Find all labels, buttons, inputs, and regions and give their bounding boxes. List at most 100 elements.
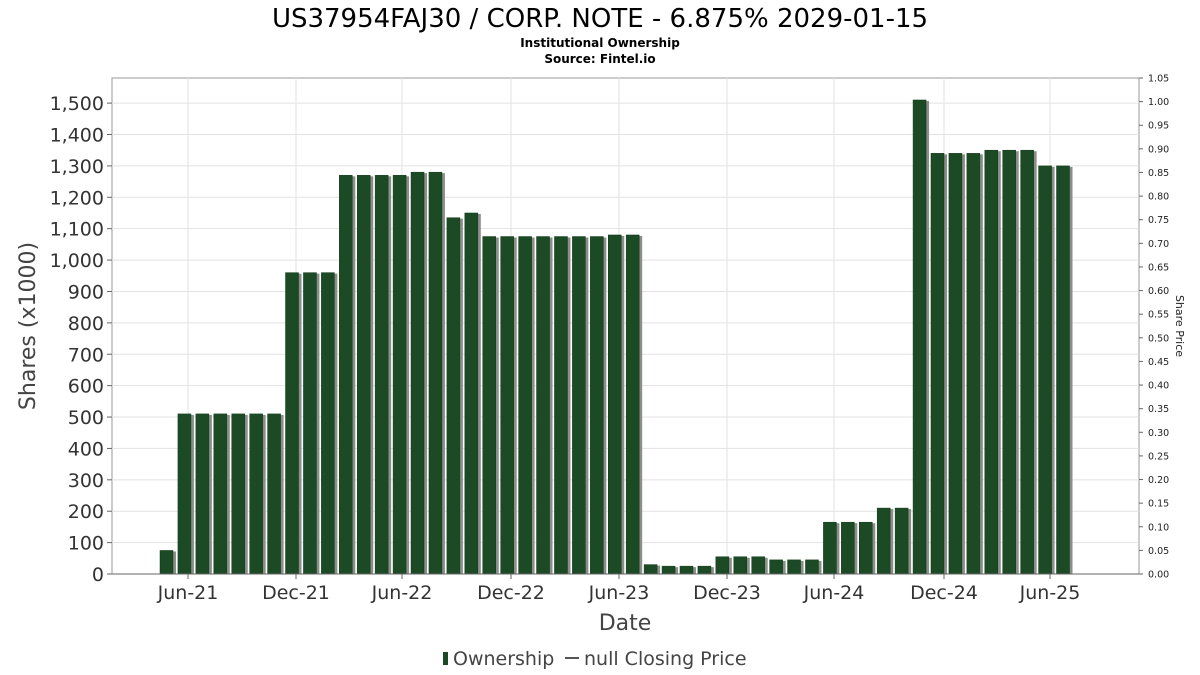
y2-tick-label: 0.40	[1148, 381, 1169, 392]
legend: Ownership null Closing Price	[443, 648, 747, 670]
x-tick-label: Jun-21	[157, 582, 219, 604]
y2-tick-label: 0.60	[1148, 286, 1169, 297]
y2-tick-label: 0.20	[1148, 475, 1169, 486]
ownership-bar	[608, 234, 622, 575]
ownership-bar	[303, 272, 317, 575]
ownership-bar	[823, 521, 837, 575]
chart-title: US37954FAJ30 / CORP. NOTE - 6.875% 2029-…	[272, 4, 928, 34]
ownership-bar	[410, 171, 425, 575]
ownership-bar	[536, 236, 550, 575]
ownership-bar	[661, 565, 676, 575]
x-axis: Jun-21 Dec-21 Jun-22 Dec-22 Jun-23 Dec-23 Jun-…	[112, 573, 1139, 604]
y2-tick-label: 0.30	[1148, 428, 1169, 439]
ownership-bars	[159, 99, 1073, 575]
ownership-bar	[374, 175, 389, 575]
ownership-bar	[177, 413, 192, 575]
y-tick-label: 400	[68, 438, 104, 460]
x-tick-label: Jun-24	[803, 582, 865, 604]
ownership-bar	[482, 236, 496, 575]
x-tick-label: Jun-23	[588, 582, 650, 604]
ownership-bar	[679, 565, 694, 575]
ownership-bar	[625, 234, 640, 575]
ownership-bar	[572, 236, 586, 575]
x-tick-label: Dec-23	[693, 582, 761, 604]
y-axis-right: 0.00 0.05 0.10 0.15 0.20 0.25 0.30 0.35 0.40 0.45…	[1139, 74, 1169, 581]
ownership-bar	[1056, 165, 1070, 575]
y2-axis-label: Share Price	[1173, 295, 1186, 357]
y2-tick-label: 1.05	[1148, 74, 1169, 85]
y2-tick-label: 0.55	[1148, 310, 1169, 321]
legend-ownership-swatch	[443, 652, 448, 665]
y2-tick-label: 0.90	[1148, 144, 1169, 155]
y2-tick-label: 0.95	[1148, 121, 1169, 132]
y-axis-left: 0 100 200 300 400 500 600 700 800 900 1,000 1,100 1,…	[50, 93, 112, 586]
ownership-bar	[984, 149, 999, 575]
y2-tick-label: 0.80	[1148, 192, 1169, 203]
y-tick-label: 1,000	[50, 250, 104, 272]
x-tick-label: Dec-24	[910, 582, 978, 604]
x-tick-label: Dec-22	[477, 582, 545, 604]
ownership-bar	[249, 413, 263, 575]
ownership-bar	[213, 413, 228, 575]
y-tick-label: 900	[68, 281, 104, 303]
ownership-bar	[231, 413, 245, 575]
ownership-bar	[697, 565, 712, 575]
y-tick-label: 1,300	[50, 156, 104, 178]
ownership-bar	[787, 559, 801, 575]
y2-tick-label: 0.15	[1148, 499, 1169, 510]
y2-tick-label: 0.65	[1148, 262, 1169, 273]
ownership-bar	[1038, 165, 1052, 575]
chart-subtitle-ownership: Institutional Ownership	[520, 36, 680, 50]
ownership-bar	[500, 236, 514, 575]
ownership-bar	[159, 550, 174, 575]
y2-tick-label: 0.50	[1148, 333, 1169, 344]
y-axis-label: Shares (x1000)	[16, 242, 41, 410]
y-tick-label: 1,400	[50, 125, 104, 147]
ownership-bar	[715, 556, 730, 575]
ownership-bar	[841, 521, 855, 575]
x-tick-label: Dec-21	[262, 582, 330, 604]
ownership-bar	[267, 413, 281, 575]
ownership-bar	[464, 212, 479, 575]
ownership-bar	[285, 272, 299, 575]
ownership-bar	[195, 413, 210, 575]
ownership-bar	[1002, 149, 1016, 575]
y2-tick-label: 0.25	[1148, 451, 1169, 462]
ownership-bar	[428, 171, 443, 575]
y2-tick-label: 0.75	[1148, 215, 1169, 226]
y2-tick-label: 0.05	[1148, 546, 1169, 557]
ownership-bar	[339, 175, 353, 575]
ownership-bar	[805, 559, 819, 575]
y2-tick-label: 0.85	[1148, 168, 1169, 179]
y2-tick-label: 0.70	[1148, 239, 1169, 250]
ownership-bar	[1020, 149, 1034, 575]
ownership-bar	[321, 272, 335, 575]
y2-tick-label: 0.10	[1148, 522, 1169, 533]
ownership-bar	[912, 99, 927, 575]
y-tick-label: 1,200	[50, 187, 104, 209]
ownership-bar	[356, 175, 371, 575]
ownership-bar	[392, 175, 407, 575]
y-tick-label: 300	[68, 470, 104, 492]
y2-tick-label: 0.45	[1148, 357, 1169, 368]
legend-closing-price-label: null Closing Price	[584, 648, 747, 670]
y-tick-label: 0	[92, 564, 104, 586]
y-tick-label: 100	[68, 533, 104, 555]
ownership-bar	[948, 153, 963, 575]
y-tick-label: 1,500	[50, 93, 104, 115]
ownership-bar	[446, 217, 461, 575]
ownership-bar	[751, 556, 765, 575]
y-tick-label: 600	[68, 376, 104, 398]
legend-ownership-label: Ownership	[453, 648, 554, 670]
y2-tick-label: 0.00	[1148, 570, 1169, 581]
y-tick-label: 700	[68, 344, 104, 366]
ownership-bar	[643, 564, 658, 575]
ownership-bar	[733, 556, 748, 575]
ownership-bar	[859, 521, 873, 575]
y-tick-label: 1,100	[50, 219, 104, 241]
y-tick-label: 200	[68, 501, 104, 523]
ownership-bar	[518, 236, 532, 575]
x-tick-label: Jun-25	[1019, 582, 1081, 604]
chart-subtitle-source: Source: Fintel.io	[544, 52, 655, 66]
